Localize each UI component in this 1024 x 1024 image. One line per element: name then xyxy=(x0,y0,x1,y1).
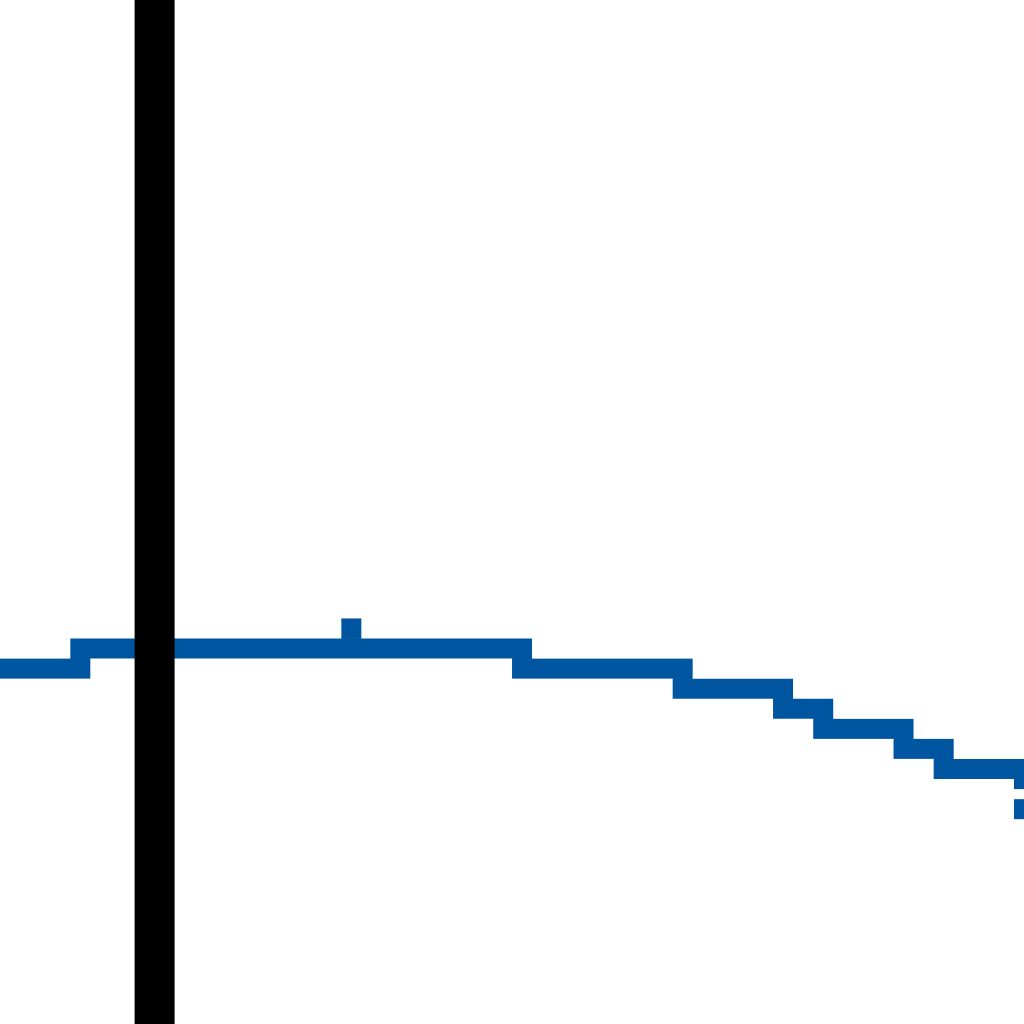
vertical-axis-line xyxy=(134,0,175,1024)
rule-layer xyxy=(134,0,175,1024)
data-point-0-0 xyxy=(341,618,362,639)
data-point-0-1 xyxy=(1013,799,1024,820)
